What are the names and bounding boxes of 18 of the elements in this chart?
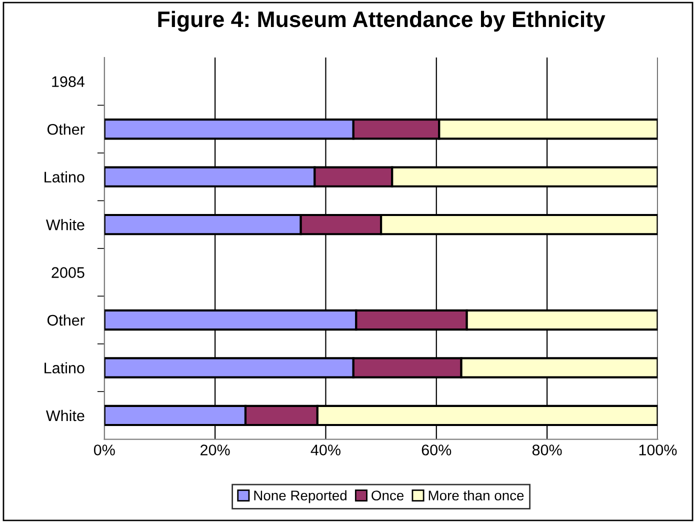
y-tick-label: Other: [47, 314, 85, 326]
x-tick-label: 80%: [532, 444, 562, 456]
x-tick-label: 40%: [310, 444, 340, 456]
legend-label: Once: [372, 490, 404, 500]
y-tick-label: Other: [47, 124, 85, 135]
y-tick-label: Latino: [44, 362, 84, 374]
y-tick-label: White: [46, 410, 84, 422]
x-tick-label: 60%: [422, 444, 452, 456]
legend-label: More than once: [428, 490, 524, 500]
x-tick-label: 0%: [94, 444, 115, 456]
y-tick-label: White: [46, 219, 84, 230]
legend-label: None Reported: [254, 490, 346, 504]
chart-title: Figure 4: Museum Attendance by Ethnicity: [158, 10, 606, 32]
x-tick-label: 100%: [639, 444, 677, 456]
y-tick-label: 2005: [52, 267, 84, 278]
y-tick-label: 1984: [52, 76, 85, 88]
y-tick-label: Latino: [44, 171, 84, 183]
x-tick-label: 20%: [200, 444, 230, 456]
